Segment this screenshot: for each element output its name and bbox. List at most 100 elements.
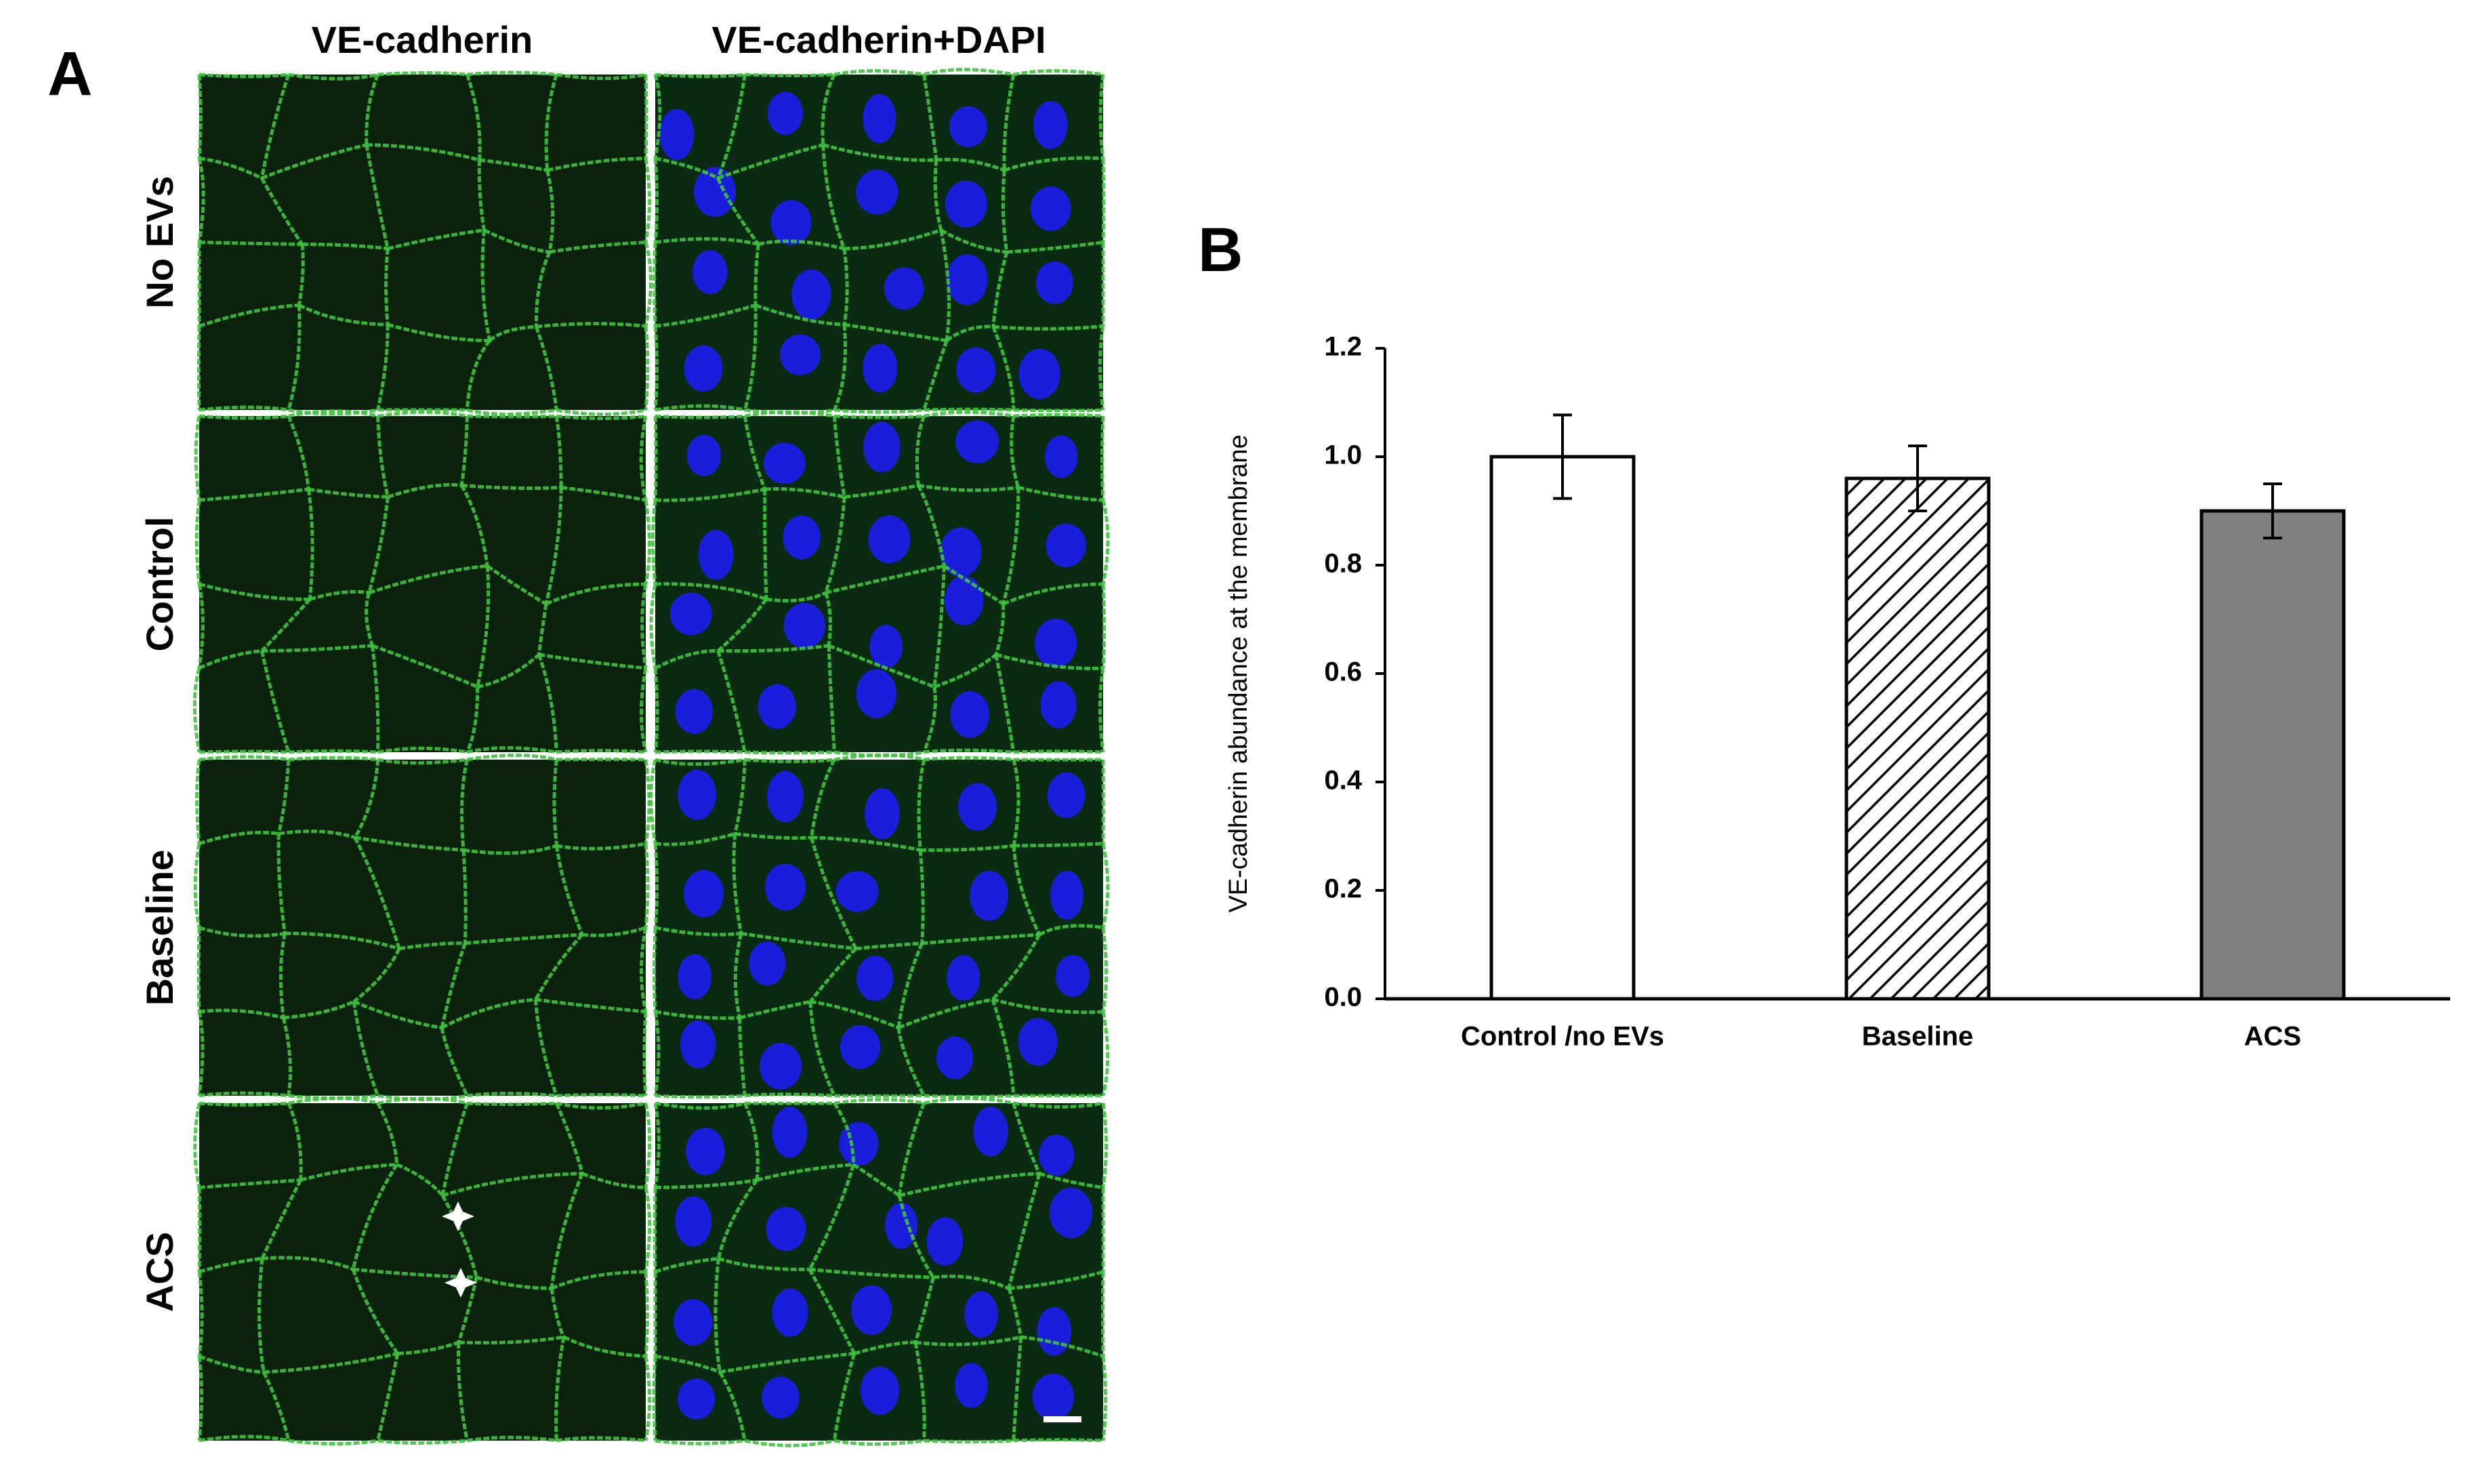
- nucleus: [856, 955, 893, 1001]
- cell-junction: [1103, 1357, 1106, 1441]
- cell-junction: [467, 410, 556, 414]
- nucleus: [1018, 1018, 1058, 1065]
- cell-junction: [745, 1441, 834, 1445]
- cell-junction: [924, 750, 1014, 752]
- nucleus: [927, 1217, 964, 1266]
- nucleus: [1033, 101, 1067, 149]
- bar: [2201, 511, 2344, 999]
- nucleus: [955, 420, 999, 463]
- cell-junction: [651, 584, 655, 668]
- cell-junction: [646, 760, 649, 844]
- image-background: [199, 1103, 646, 1441]
- cell-junction: [655, 1096, 745, 1097]
- x-tick-label: Control /no EVs: [1461, 1022, 1664, 1052]
- micrograph: [195, 756, 649, 1100]
- cell-junction: [646, 243, 650, 327]
- cell-junction: [834, 1100, 924, 1103]
- cell-junction: [289, 751, 378, 752]
- nucleus: [1046, 524, 1086, 568]
- nucleus: [772, 1289, 808, 1337]
- bar-chart: B0.00.20.40.60.81.01.2VE-cadherin abunda…: [1198, 215, 2450, 1052]
- cell-junction: [197, 500, 199, 584]
- cell-junction: [653, 500, 655, 584]
- nucleus: [1032, 1374, 1073, 1420]
- cell-junction: [655, 75, 745, 77]
- y-tick-label: 0.8: [1324, 549, 1362, 579]
- nucleus: [863, 421, 900, 472]
- y-tick-label: 0.2: [1324, 874, 1362, 904]
- cell-junction: [655, 751, 745, 752]
- nucleus: [940, 527, 981, 577]
- nucleus: [692, 250, 727, 294]
- y-tick-label: 1.0: [1324, 440, 1362, 470]
- cell-junction: [745, 752, 834, 753]
- cell-junction: [199, 75, 289, 77]
- cell-junction: [1103, 928, 1106, 1012]
- nucleus: [765, 864, 806, 911]
- nucleus: [762, 1377, 799, 1419]
- nucleus: [1039, 1134, 1074, 1176]
- cell-junction: [834, 410, 924, 412]
- panel-label: A: [47, 39, 92, 108]
- nucleus: [684, 346, 722, 392]
- nucleus: [950, 691, 989, 738]
- nucleus: [863, 344, 897, 392]
- nucleus: [839, 1122, 878, 1166]
- nucleus: [1041, 681, 1077, 728]
- y-tick-label: 0.4: [1324, 766, 1362, 796]
- nucleus: [699, 530, 734, 580]
- cell-junction: [834, 1441, 924, 1444]
- nucleus: [1036, 262, 1073, 304]
- cell-junction: [199, 751, 289, 752]
- cell-junction: [646, 1188, 650, 1273]
- cell-junction: [289, 1098, 378, 1103]
- nucleus: [764, 442, 806, 484]
- cell-junction: [378, 73, 468, 75]
- cell-junction: [1103, 500, 1108, 584]
- nucleus: [770, 200, 811, 245]
- cell-junction: [289, 758, 378, 760]
- nucleus: [780, 334, 821, 375]
- nucleus: [768, 91, 803, 135]
- cell-junction: [655, 416, 745, 417]
- cell-junction: [646, 844, 648, 928]
- nucleus: [680, 1021, 716, 1069]
- scale-bar: [1043, 1416, 1081, 1422]
- micrograph: [654, 1098, 1106, 1445]
- nucleus: [869, 515, 911, 563]
- column-header: VE-cadherin: [312, 18, 533, 61]
- nucleus: [674, 1299, 712, 1346]
- nucleus: [955, 1363, 988, 1408]
- nucleus: [936, 1037, 973, 1079]
- cell-junction: [194, 668, 199, 752]
- cell-junction: [745, 1094, 834, 1096]
- cell-junction: [1014, 415, 1103, 416]
- row-label: Control: [138, 516, 181, 651]
- cell-junction: [646, 326, 648, 410]
- cell-junction: [651, 760, 655, 844]
- cell-junction: [924, 412, 1014, 416]
- nucleus: [659, 109, 694, 160]
- nucleus: [760, 1043, 802, 1090]
- nucleus: [869, 625, 903, 668]
- nucleus: [856, 669, 896, 718]
- micrograph: [194, 411, 649, 752]
- nucleus: [947, 955, 980, 1001]
- nucleus: [1019, 348, 1060, 399]
- row-label: ACS: [138, 1232, 181, 1312]
- nucleus: [670, 593, 712, 636]
- cell-junction: [378, 412, 468, 416]
- cell-junction: [646, 500, 649, 584]
- nucleus: [758, 684, 796, 729]
- micrograph: [651, 412, 1108, 756]
- nucleus: [1050, 871, 1083, 920]
- nucleus: [964, 1292, 998, 1338]
- nucleus: [840, 1025, 880, 1069]
- nucleus: [863, 94, 896, 143]
- row-label: No EVs: [138, 176, 181, 308]
- cell-junction: [378, 1441, 468, 1443]
- cell-junction: [1014, 751, 1103, 752]
